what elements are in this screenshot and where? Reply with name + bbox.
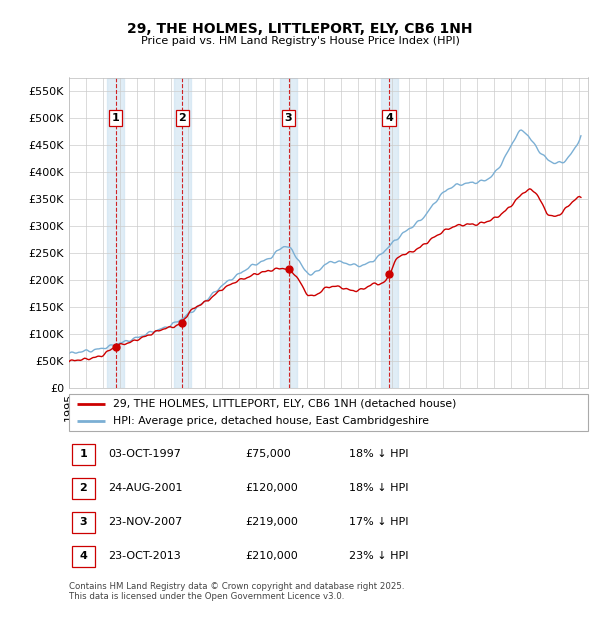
Text: 24-AUG-2001: 24-AUG-2001 — [108, 483, 182, 494]
Text: 18% ↓ HPI: 18% ↓ HPI — [349, 449, 409, 459]
Text: 4: 4 — [385, 113, 393, 123]
FancyBboxPatch shape — [71, 443, 95, 465]
Text: 03-OCT-1997: 03-OCT-1997 — [108, 449, 181, 459]
Text: £75,000: £75,000 — [245, 449, 291, 459]
Text: 1: 1 — [79, 449, 87, 459]
Text: 17% ↓ HPI: 17% ↓ HPI — [349, 517, 409, 528]
Text: 3: 3 — [79, 517, 87, 528]
Text: £210,000: £210,000 — [245, 551, 298, 562]
Text: 1: 1 — [112, 113, 119, 123]
Text: £120,000: £120,000 — [245, 483, 298, 494]
Bar — [173, 78, 191, 388]
Text: 2: 2 — [79, 483, 87, 494]
Text: 18% ↓ HPI: 18% ↓ HPI — [349, 483, 409, 494]
Text: Contains HM Land Registry data © Crown copyright and database right 2025.
This d: Contains HM Land Registry data © Crown c… — [69, 582, 404, 601]
Text: £219,000: £219,000 — [245, 517, 298, 528]
FancyBboxPatch shape — [71, 477, 95, 499]
Text: 23% ↓ HPI: 23% ↓ HPI — [349, 551, 409, 562]
Bar — [280, 78, 297, 388]
Text: 3: 3 — [284, 113, 292, 123]
Text: 23-NOV-2007: 23-NOV-2007 — [108, 517, 182, 528]
Bar — [380, 78, 398, 388]
Text: 4: 4 — [79, 551, 87, 562]
FancyBboxPatch shape — [69, 394, 588, 431]
Text: 29, THE HOLMES, LITTLEPORT, ELY, CB6 1NH: 29, THE HOLMES, LITTLEPORT, ELY, CB6 1NH — [127, 22, 473, 36]
FancyBboxPatch shape — [71, 546, 95, 567]
Text: Price paid vs. HM Land Registry's House Price Index (HPI): Price paid vs. HM Land Registry's House … — [140, 36, 460, 46]
Bar — [107, 78, 124, 388]
Text: 23-OCT-2013: 23-OCT-2013 — [108, 551, 181, 562]
Text: 29, THE HOLMES, LITTLEPORT, ELY, CB6 1NH (detached house): 29, THE HOLMES, LITTLEPORT, ELY, CB6 1NH… — [113, 399, 457, 409]
Text: HPI: Average price, detached house, East Cambridgeshire: HPI: Average price, detached house, East… — [113, 416, 429, 426]
Text: 2: 2 — [178, 113, 186, 123]
FancyBboxPatch shape — [71, 512, 95, 533]
